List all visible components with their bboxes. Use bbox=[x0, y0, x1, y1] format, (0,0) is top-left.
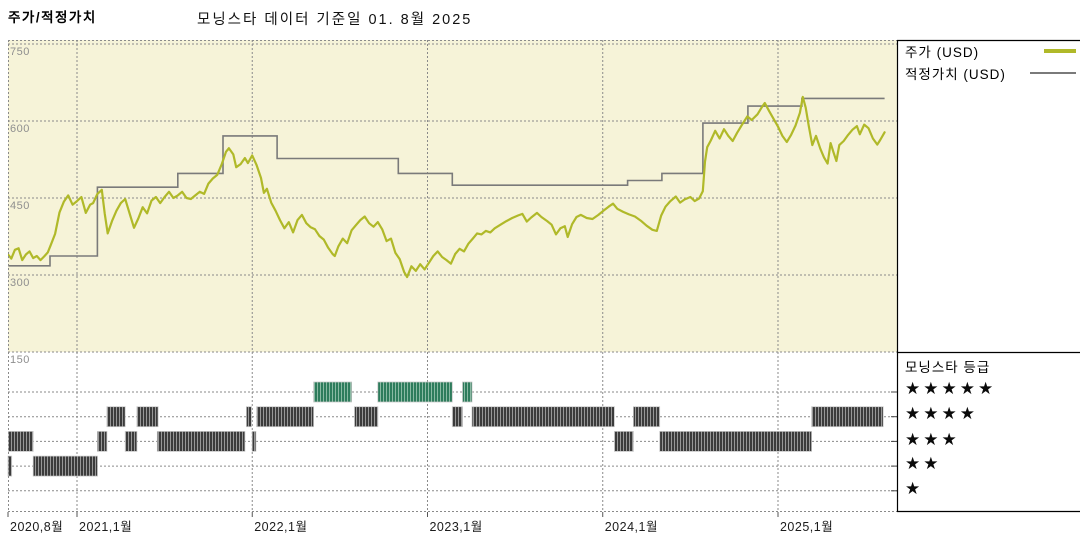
rating-bar-4-star bbox=[246, 406, 252, 428]
rating-bar-5-star bbox=[377, 381, 453, 403]
y-tick-label-450: 450 bbox=[10, 200, 30, 212]
rating-bar-3-star bbox=[156, 431, 246, 452]
page-title: 주가/적정가치 bbox=[8, 10, 97, 25]
price-panel-bg bbox=[8, 40, 897, 352]
price-line bbox=[8, 95, 886, 279]
fairvalue-line-swatch bbox=[1030, 72, 1076, 74]
x-tick-label: 2022,1월 bbox=[254, 520, 308, 534]
x-tick-label: 2023,1월 bbox=[429, 520, 483, 534]
legend-fairvalue-label: 적정가치 (USD) bbox=[905, 67, 1006, 82]
rating-5-stars: ★★★★★ bbox=[905, 379, 997, 398]
rating-bar-4-star bbox=[136, 406, 159, 428]
x-tick-label: 2025,1월 bbox=[779, 520, 834, 534]
x-tick-label: 2021,1월 bbox=[79, 520, 133, 534]
legend-item-price[interactable]: 주가 (USD) bbox=[897, 40, 1080, 62]
rating-bar-4-star bbox=[451, 406, 463, 428]
x-tick-label: 2024,1월 bbox=[604, 520, 658, 534]
rating-bar-4-star bbox=[471, 406, 615, 428]
rating-bar-3-star bbox=[659, 431, 812, 452]
y-tick-label-150: 150 bbox=[10, 354, 30, 366]
y-tick-label-300: 300 bbox=[10, 277, 30, 289]
rating-bar-4-star bbox=[106, 406, 126, 428]
fair-value-line bbox=[8, 97, 885, 267]
rating-bar-2-star bbox=[32, 455, 98, 477]
x-tick-label: 2020,8월 bbox=[10, 520, 64, 534]
rating-bar-4-star bbox=[811, 406, 884, 428]
y-tick-label-750: 750 bbox=[10, 46, 30, 58]
rating-bar-4-star bbox=[354, 406, 379, 428]
legend-price-label: 주가 (USD) bbox=[905, 45, 980, 60]
legend-item-fairvalue[interactable]: 적정가치 (USD) bbox=[897, 62, 1080, 84]
rating-bar-3-star bbox=[614, 431, 634, 452]
rating-bar-3-star bbox=[97, 431, 108, 452]
rating-bar-5-star bbox=[462, 381, 473, 403]
rating-bar-4-star bbox=[633, 406, 661, 428]
rating-bar-3-star bbox=[124, 431, 138, 452]
rating-3-stars: ★★★ bbox=[905, 430, 960, 449]
rating-legend: 모닝스타 등급 ★★★★★ ★★★★ ★★★ ★★ ★ bbox=[897, 352, 1080, 512]
rating-1-star: ★ bbox=[905, 479, 924, 498]
rating-2-stars: ★★ bbox=[905, 454, 942, 473]
rating-bar-3-star bbox=[251, 431, 257, 452]
rating-4-stars: ★★★★ bbox=[905, 404, 978, 423]
rating-bar-2-star bbox=[7, 455, 13, 477]
chart-legend: 주가 (USD) 적정가치 (USD) bbox=[897, 40, 1080, 84]
rating-bar-3-star bbox=[8, 431, 34, 452]
price-line-swatch bbox=[1044, 49, 1076, 53]
rating-bar-5-star bbox=[313, 381, 352, 403]
rating-legend-title: 모닝스타 등급 bbox=[905, 360, 991, 375]
rating-bar-4-star bbox=[256, 406, 314, 428]
y-tick-label-600: 600 bbox=[10, 123, 30, 135]
chart-subtitle: 모닝스타 데이터 기준일 01. 8월 2025 bbox=[197, 12, 473, 28]
